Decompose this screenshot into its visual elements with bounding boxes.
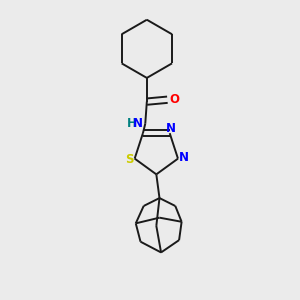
Text: N: N [133,117,143,130]
Text: S: S [125,153,133,166]
Text: H: H [127,117,136,130]
Text: O: O [169,93,179,106]
Text: N: N [179,151,189,164]
Text: N: N [166,122,176,135]
